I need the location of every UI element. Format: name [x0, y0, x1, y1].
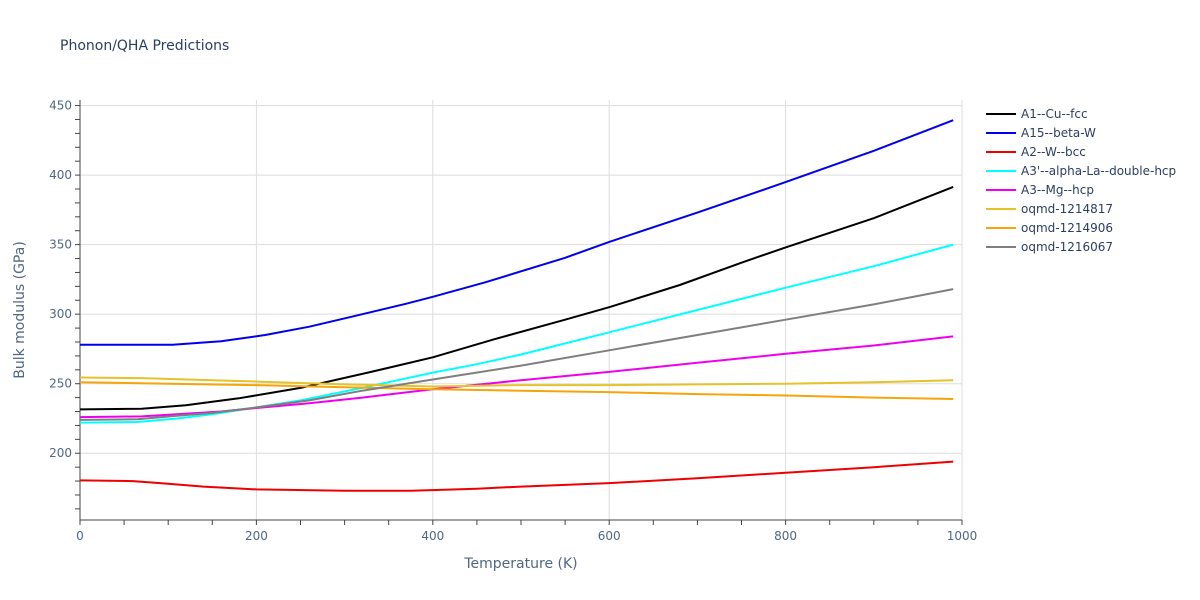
- series-line-1: [80, 119, 954, 346]
- legend-label: A15--beta-W: [1021, 126, 1096, 140]
- x-tick-label: 600: [598, 529, 621, 543]
- legend-item[interactable]: A15--beta-W: [986, 126, 1096, 140]
- series-line-0: [79, 185, 954, 411]
- legend-label: A3'--alpha-La--double-hcp: [1021, 164, 1176, 178]
- legend-item[interactable]: oqmd-1214906: [986, 221, 1113, 235]
- y-tick-label: 200: [49, 446, 72, 460]
- series-line-7: [79, 288, 954, 421]
- legend-label: A2--W--bcc: [1021, 145, 1086, 159]
- legend-item[interactable]: A2--W--bcc: [986, 145, 1086, 159]
- legend[interactable]: A1--Cu--fcc A15--beta-W A2--W--bcc A3'--alp…: [986, 107, 1176, 254]
- series-line-3: [79, 243, 954, 424]
- series-line-4: [79, 335, 954, 419]
- legend-label: oqmd-1216067: [1021, 240, 1113, 254]
- y-tick-label: 300: [49, 307, 72, 321]
- x-tick-label: 800: [774, 529, 797, 543]
- series-line-5: [79, 376, 954, 388]
- x-tick-label: 400: [421, 529, 444, 543]
- legend-item[interactable]: oqmd-1214817: [986, 202, 1113, 216]
- chart-title: Phonon/QHA Predictions: [60, 38, 229, 54]
- x-tick-label: 0: [76, 529, 84, 543]
- x-axis-label: Temperature (K): [463, 556, 577, 572]
- legend-label: A3--Mg--hcp: [1021, 183, 1094, 197]
- grid: [80, 100, 963, 520]
- legend-label: oqmd-1214906: [1021, 221, 1113, 235]
- legend-label: A1--Cu--fcc: [1021, 107, 1088, 121]
- x-tick-label: 1000: [947, 529, 978, 543]
- y-tick-label: 350: [49, 238, 72, 252]
- y-tick-label: 400: [49, 168, 72, 182]
- axes: 0 200 400 600 800 1000 200 250 300 350 400 450: [49, 99, 977, 543]
- y-axis-label: Bulk modulus (GPa): [12, 241, 28, 379]
- legend-item[interactable]: A3'--alpha-La--double-hcp: [986, 164, 1176, 178]
- legend-item[interactable]: A3--Mg--hcp: [986, 183, 1094, 197]
- y-tick-label: 450: [49, 99, 72, 113]
- series-line-6: [79, 381, 954, 400]
- x-tick-label: 200: [245, 529, 268, 543]
- plot-area: [79, 119, 954, 492]
- y-tick-label: 250: [49, 377, 72, 391]
- legend-item[interactable]: oqmd-1216067: [986, 240, 1113, 254]
- legend-item[interactable]: A1--Cu--fcc: [986, 107, 1088, 121]
- series-line-2: [79, 460, 954, 492]
- legend-label: oqmd-1214817: [1021, 202, 1113, 216]
